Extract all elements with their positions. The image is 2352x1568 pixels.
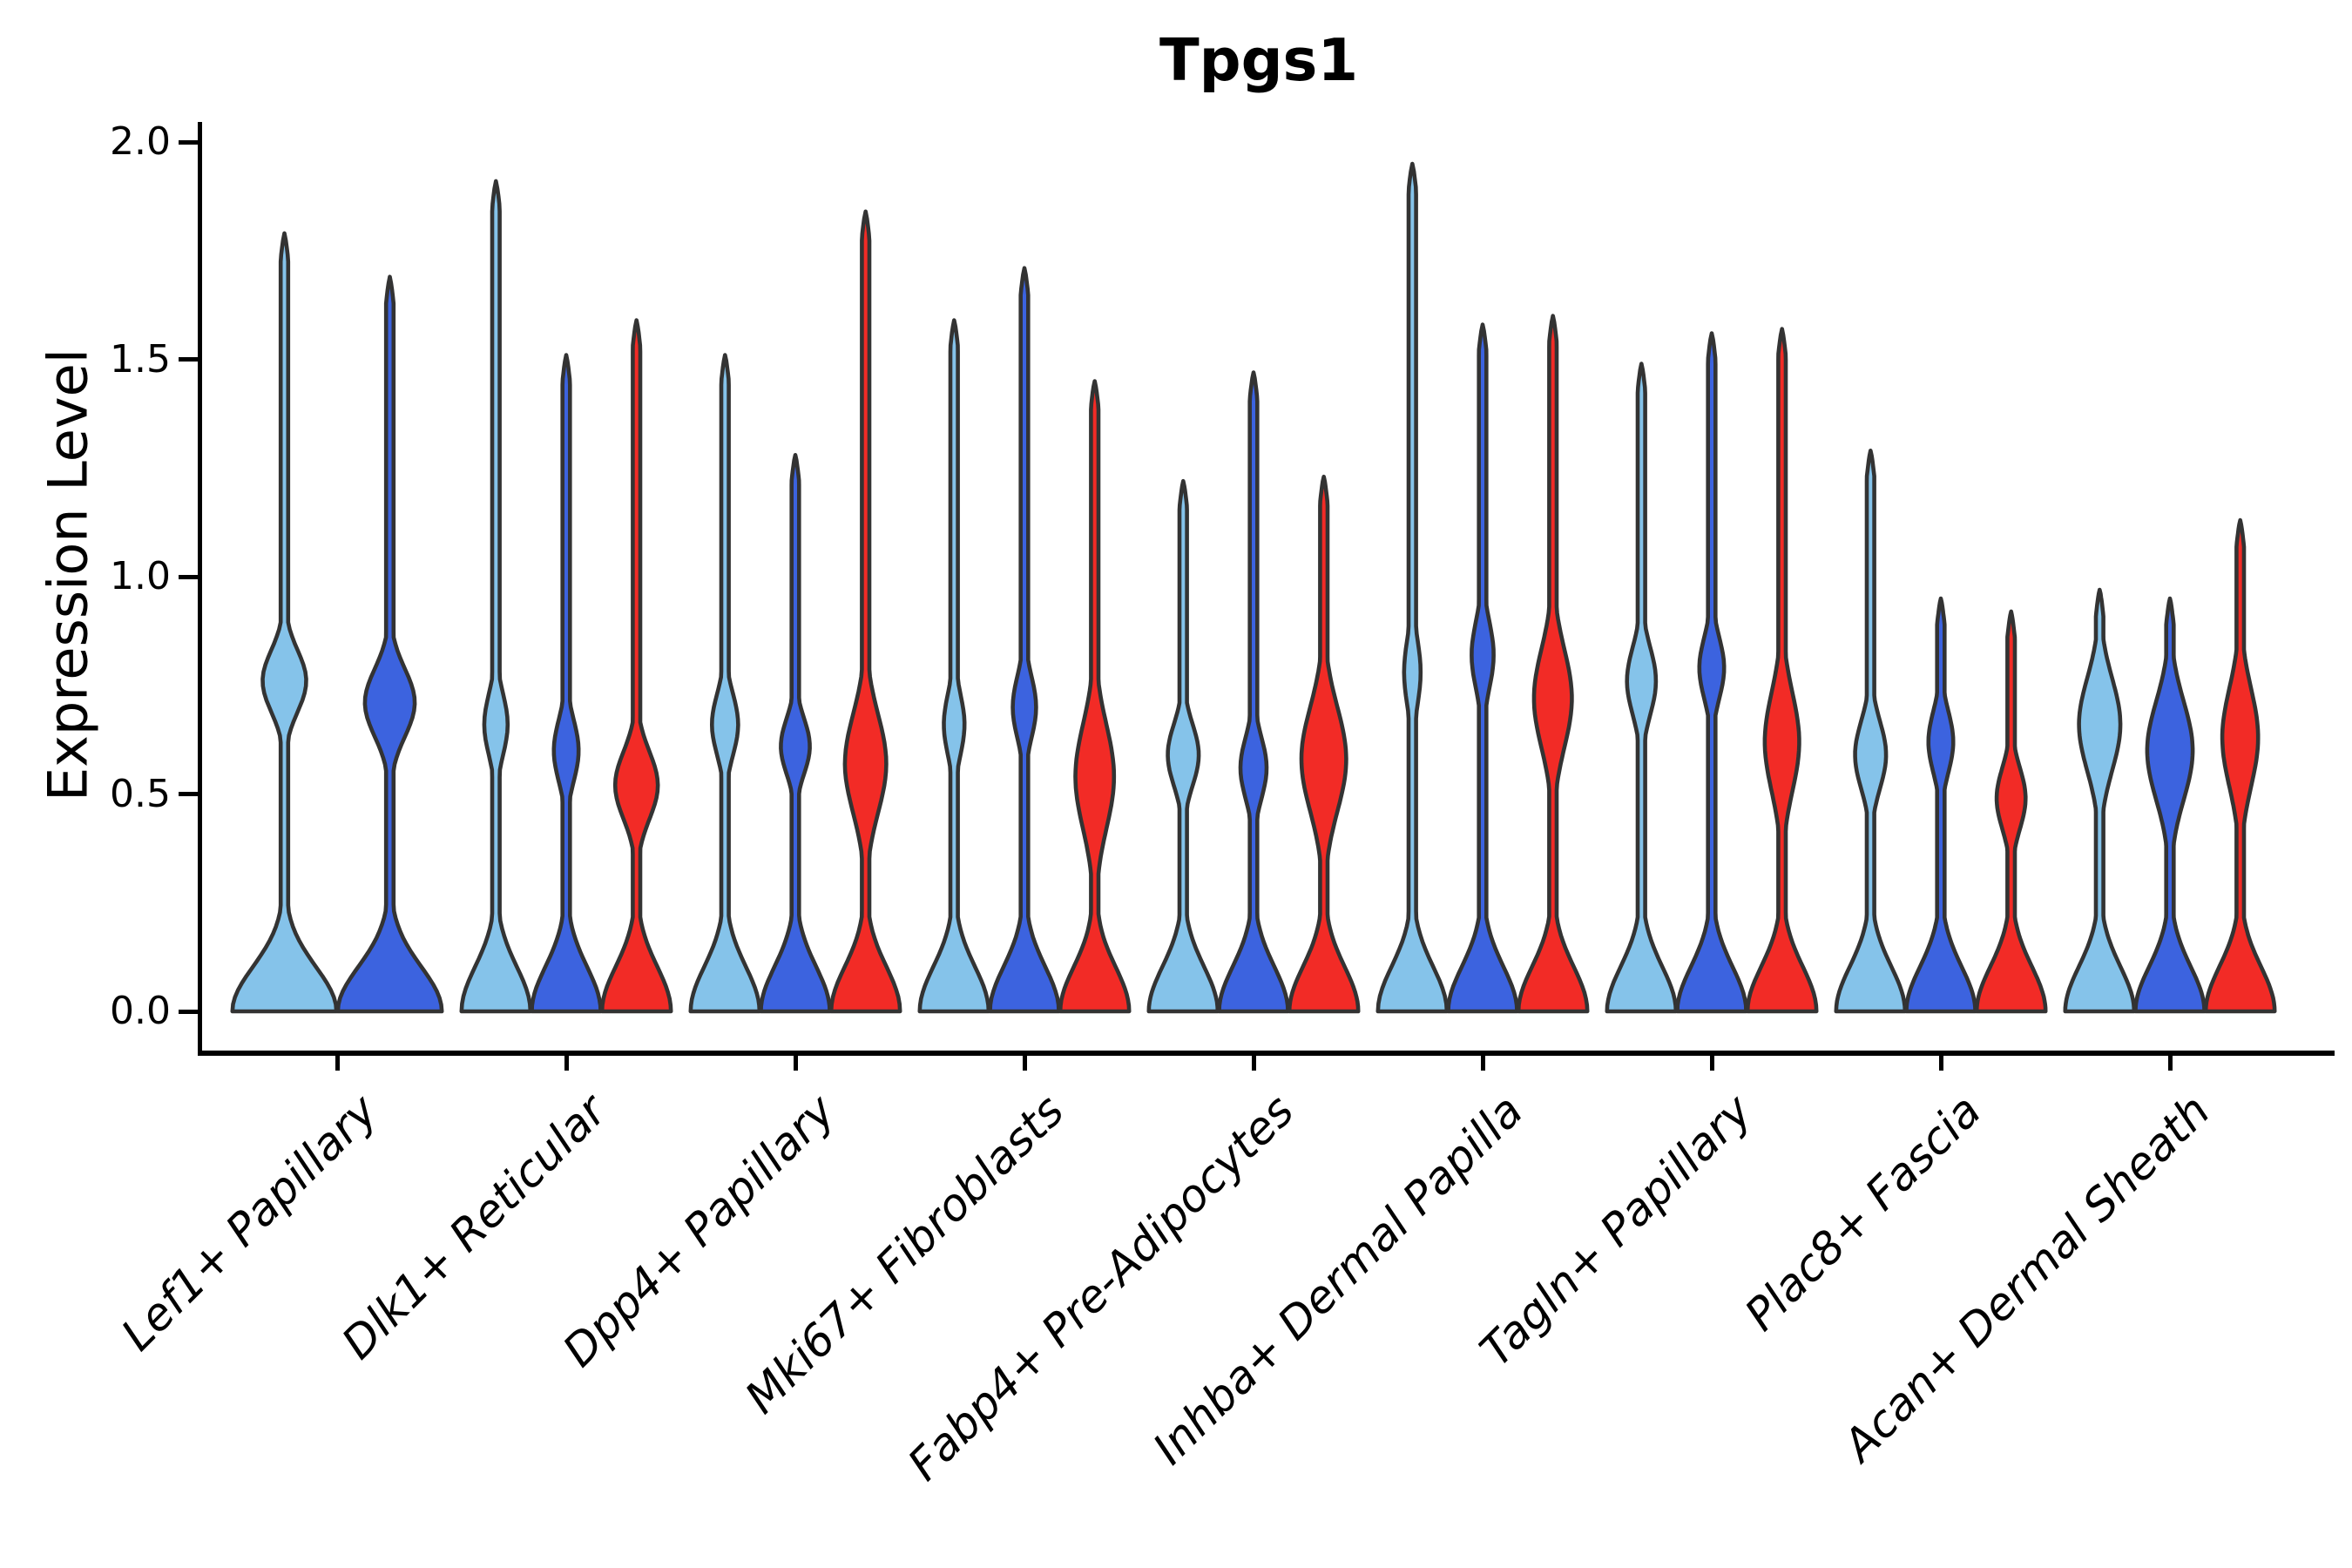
x-tick-mark	[793, 1053, 798, 1071]
x-tick-mark	[1938, 1053, 1943, 1071]
violin-light-blue-category-1	[230, 231, 339, 1014]
violin-dark-blue-category-6	[1446, 322, 1519, 1014]
violin-red-category-3	[828, 209, 902, 1014]
y-tick-mark	[179, 574, 198, 579]
x-tick-mark	[564, 1053, 569, 1071]
x-axis-spine	[198, 1051, 2335, 1056]
violin-dark-blue-category-2	[530, 353, 603, 1014]
violin-dark-blue-category-4	[988, 266, 1061, 1014]
violin-light-blue-category-8	[1834, 449, 1908, 1014]
violin-dark-blue-category-9	[2133, 596, 2207, 1014]
violin-red-category-7	[1745, 327, 1819, 1014]
y-axis-spine	[198, 122, 202, 1056]
x-tick-mark	[335, 1053, 340, 1071]
violin-dark-blue-category-5	[1217, 370, 1290, 1014]
y-tick-label: 1.5	[110, 336, 171, 382]
x-tick-mark	[1480, 1053, 1485, 1071]
y-tick-label: 0.0	[110, 989, 171, 1033]
y-tick-label: 0.5	[110, 771, 171, 816]
chart-title: Tpgs1	[1159, 26, 1359, 94]
x-tick-mark	[1022, 1053, 1027, 1071]
violin-dark-blue-category-8	[1904, 596, 1977, 1014]
violin-red-category-8	[1974, 609, 2048, 1014]
y-tick-label: 2.0	[110, 119, 171, 164]
x-tick-mark	[1251, 1053, 1256, 1071]
violin-red-category-2	[599, 318, 673, 1014]
violin-red-category-4	[1058, 379, 1132, 1014]
x-tick-mark	[1709, 1053, 1714, 1071]
violin-dark-blue-category-7	[1675, 331, 1748, 1014]
violin-light-blue-category-4	[917, 318, 991, 1014]
y-tick-mark	[179, 357, 198, 362]
y-tick-mark	[179, 792, 198, 796]
violin-light-blue-category-5	[1146, 478, 1220, 1014]
x-tick-mark	[2167, 1053, 2173, 1071]
violin-red-category-5	[1287, 474, 1361, 1014]
y-tick-label: 1.0	[110, 554, 171, 598]
violin-red-category-6	[1516, 314, 1590, 1014]
y-tick-mark	[179, 139, 198, 145]
violin-light-blue-category-6	[1375, 161, 1450, 1014]
violin-light-blue-category-9	[2063, 587, 2137, 1014]
violin-red-category-9	[2203, 517, 2277, 1014]
violin-light-blue-category-3	[688, 353, 762, 1014]
violin-dark-blue-category-3	[759, 453, 832, 1014]
violin-dark-blue-category-1	[335, 274, 444, 1014]
violin-light-blue-category-2	[459, 179, 533, 1014]
y-tick-mark	[179, 1009, 198, 1014]
violin-light-blue-category-7	[1605, 362, 1679, 1014]
